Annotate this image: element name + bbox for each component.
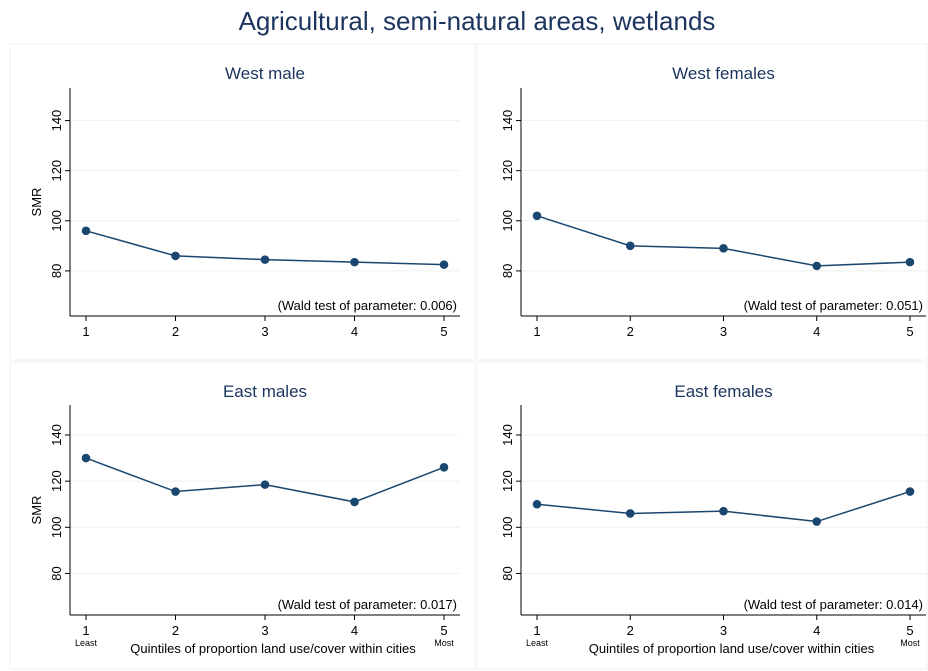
panel-2-x-tick-label-3: 3 [720, 324, 727, 339]
panel-2-background [476, 43, 928, 361]
panel-4-x-sub-label-5: Most [900, 638, 920, 648]
panel-3-data-point-5 [439, 463, 449, 472]
panel-1-data-point-5 [439, 260, 449, 269]
panel-3-x-tick-label-3: 3 [261, 623, 268, 638]
panel-4-y-tick-label-100: 100 [500, 516, 515, 538]
panel-3-data-point-3 [260, 480, 270, 489]
panel-2-x-tick-label-4: 4 [813, 324, 820, 339]
panel-1-data-point-3 [260, 255, 270, 264]
panel-1-x-tick-label-2: 2 [172, 324, 179, 339]
panel-3-background [9, 361, 476, 670]
panel-1-y-tick-label-120: 120 [49, 160, 64, 182]
panel-4-y-tick-label-140: 140 [500, 424, 515, 446]
panel-1-data-point-2 [171, 251, 180, 261]
panel-3-y-axis-title: SMR [29, 496, 44, 525]
panel-4-x-axis-title: Quintiles of proportion land use/cover w… [589, 641, 875, 656]
panel-3-x-sub-label-1: Least [75, 638, 98, 648]
panel-1-y-axis-title: SMR [29, 188, 44, 217]
panel-3-data-point-4 [350, 497, 359, 507]
panel-4-background [476, 361, 928, 670]
panel-3-y-tick-label-100: 100 [49, 516, 64, 538]
panel-4-x-tick-label-3: 3 [720, 623, 727, 638]
panel-4-x-tick-label-1: 1 [533, 623, 540, 638]
panel-4-data-point-3 [719, 506, 728, 516]
panel-2-y-tick-label-140: 140 [500, 110, 515, 132]
panel-1-x-tick-label-1: 1 [82, 324, 89, 339]
panel-1-x-tick-label-3: 3 [261, 324, 268, 339]
panel-2-data-point-5 [905, 257, 915, 267]
panel-2-title: West females [672, 64, 775, 83]
panel-4-x-sub-label-1: Least [526, 638, 549, 648]
panel-2-y-tick-label-100: 100 [500, 210, 515, 232]
panel-3-x-axis-title: Quintiles of proportion land use/cover w… [130, 641, 416, 656]
panel-2-data-point-1 [532, 211, 542, 221]
panel-1-data-point-4 [350, 257, 359, 267]
panel-4-y-tick-label-80: 80 [500, 566, 515, 580]
panel-2-annotation: (Wald test of parameter: 0.051) [744, 298, 923, 313]
panel-1-title: West male [225, 64, 305, 83]
panel-2-y-tick-label-80: 80 [500, 264, 515, 278]
panel-1-background [9, 43, 476, 361]
panel-2-x-tick-label-5: 5 [906, 324, 913, 339]
panel-4-x-tick-label-5: 5 [906, 623, 913, 638]
panel-3-y-tick-label-80: 80 [49, 566, 64, 580]
panel-3-y-tick-label-140: 140 [49, 424, 64, 446]
panel-2-data-point-4 [812, 261, 822, 271]
panel-1-y-tick-label-100: 100 [49, 210, 64, 232]
panel-1-y-tick-label-80: 80 [49, 264, 64, 278]
panel-1-annotation: (Wald test of parameter: 0.006) [278, 298, 457, 313]
panel-2-data-point-3 [719, 244, 728, 253]
panel-4-y-tick-label-120: 120 [500, 470, 515, 492]
panel-3-y-tick-label-120: 120 [49, 470, 64, 492]
panel-3-x-sub-label-5: Most [434, 638, 454, 648]
panel-2-x-tick-label-2: 2 [627, 324, 634, 339]
panel-4-data-point-2 [625, 509, 635, 518]
panel-4-data-point-1 [532, 499, 542, 509]
panel-3-x-tick-label-1: 1 [82, 623, 89, 638]
panel-4-annotation: (Wald test of parameter: 0.014) [744, 597, 923, 612]
panel-2-x-tick-label-1: 1 [533, 324, 540, 339]
panel-4-x-tick-label-4: 4 [813, 623, 820, 638]
panel-1-y-tick-label-140: 140 [49, 110, 64, 132]
panel-2-y-tick-label-120: 120 [500, 160, 515, 182]
panel-3-annotation: (Wald test of parameter: 0.017) [278, 597, 457, 612]
panel-1-data-point-1 [81, 226, 91, 236]
figure-title: Agricultural, semi-natural areas, wetlan… [238, 6, 716, 36]
panel-3-data-point-1 [81, 453, 91, 463]
panel-3-title: East males [223, 382, 307, 401]
panel-2-data-point-2 [625, 241, 635, 251]
panel-4-title: East females [674, 382, 772, 401]
panel-4-data-point-4 [812, 517, 822, 526]
panel-3-data-point-2 [171, 487, 180, 496]
panel-4-data-point-5 [905, 487, 915, 496]
panel-3-x-tick-label-5: 5 [440, 623, 447, 638]
panel-4-x-tick-label-2: 2 [627, 623, 634, 638]
panel-3-x-tick-label-2: 2 [172, 623, 179, 638]
panel-1-x-tick-label-5: 5 [440, 324, 447, 339]
panel-3-x-tick-label-4: 4 [351, 623, 358, 638]
panel-1-x-tick-label-4: 4 [351, 324, 358, 339]
